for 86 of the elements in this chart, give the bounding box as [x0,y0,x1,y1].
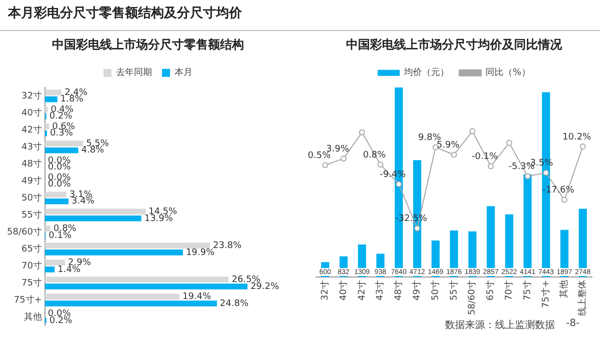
data-label: 0.0% [48,162,72,173]
x-tick-label: 50寸 [430,280,441,300]
x-tick-label: 42寸 [356,280,368,300]
data-label: 1.8% [60,94,84,105]
data-label: 4.8% [81,146,105,156]
bar [44,216,142,222]
y-tick-label: 65寸 [21,243,42,254]
bar [44,147,78,154]
x-tick-label: 线上整体 [577,280,588,316]
bar [44,260,66,266]
point [359,129,365,136]
chart-title: 中国彩电线上市场分尺寸零售额结构 [52,37,244,52]
y-tick-label: 58/60寸 [7,226,42,238]
source-note: 数据来源：线上监测数据 [445,318,555,332]
text: 本月彩电分尺寸零售额结构及分尺寸均价 [8,4,242,22]
point [561,196,568,203]
bar [44,284,248,290]
x-tick-label: 55寸 [448,280,460,300]
point [506,140,512,146]
x-tick-label: 49寸 [412,280,423,300]
data-label: -0.1% [472,152,498,162]
bar [44,96,58,102]
y-tick-label: 其他 [24,311,42,322]
x-tick-label: 48寸 [393,280,404,300]
text: -8- [566,318,580,329]
x-tick-label: 43寸 [374,280,386,300]
x-tick-label: 58/60寸 [466,280,478,315]
data-label: 24.8% [220,298,249,309]
legend-label: 本月 [174,67,192,78]
data-label: 1.4% [58,264,81,275]
point [469,128,476,134]
y-tick-label: 43寸 [21,141,42,152]
point [488,163,494,170]
bar [44,198,69,204]
data-label: 13.9% [144,214,174,224]
y-tick-label: 70寸 [21,260,42,272]
point [543,170,549,176]
bar [44,192,66,198]
bar [44,140,84,146]
bar [44,242,210,249]
bar [44,266,55,272]
bar [44,276,229,283]
bar [44,130,48,136]
point [396,181,402,188]
y-tick-label: 40寸 [21,107,42,118]
data-label: 19.4% [182,292,212,302]
x-tick-label: 65寸 [485,280,496,300]
data-label: 0.1% [48,230,72,241]
bar [44,226,50,232]
x-tick-label: 75寸 [522,280,533,300]
chart-title: 中国彩电线上市场分尺寸均价及同比情况 [346,37,563,52]
data-label: 0.8% [362,150,386,160]
point [580,143,586,150]
data-label: 19.9% [186,248,215,258]
legend-label: 去年同期 [116,67,152,78]
bar [44,300,217,306]
data-label: 5.9% [436,140,460,151]
x-tick-label: 70寸 [504,280,515,300]
y-tick-label: 49寸 [21,175,42,186]
point [340,156,347,162]
y-tick-label: 48寸 [21,158,42,170]
data-label: 23.8% [212,240,242,251]
point [377,162,384,168]
x-tick-label: 40寸 [338,280,349,300]
x-tick-label: 32寸 [320,280,331,300]
bar [44,250,183,256]
x-tick-label: 其他 [558,280,570,298]
bar [44,90,62,96]
point [414,225,420,232]
y-tick-label: 50寸 [21,192,42,204]
bar [44,124,50,130]
data-label: 10.2% [562,132,592,142]
bar [44,208,146,214]
x-tick-label: 75寸+ [540,280,552,308]
bar [44,106,48,112]
data-label: 0.2% [49,112,73,122]
point [322,162,328,168]
bar [44,294,180,300]
data-label: 0.0% [48,180,72,190]
y-tick-label: 55寸 [21,209,42,220]
legend-label: 均价（元） [403,67,450,78]
point [524,173,531,180]
y-tick-label: 32寸 [21,90,42,102]
point [451,152,457,158]
y-tick-label: 42寸 [21,124,42,136]
legend-label: 同比（%） [486,67,530,78]
